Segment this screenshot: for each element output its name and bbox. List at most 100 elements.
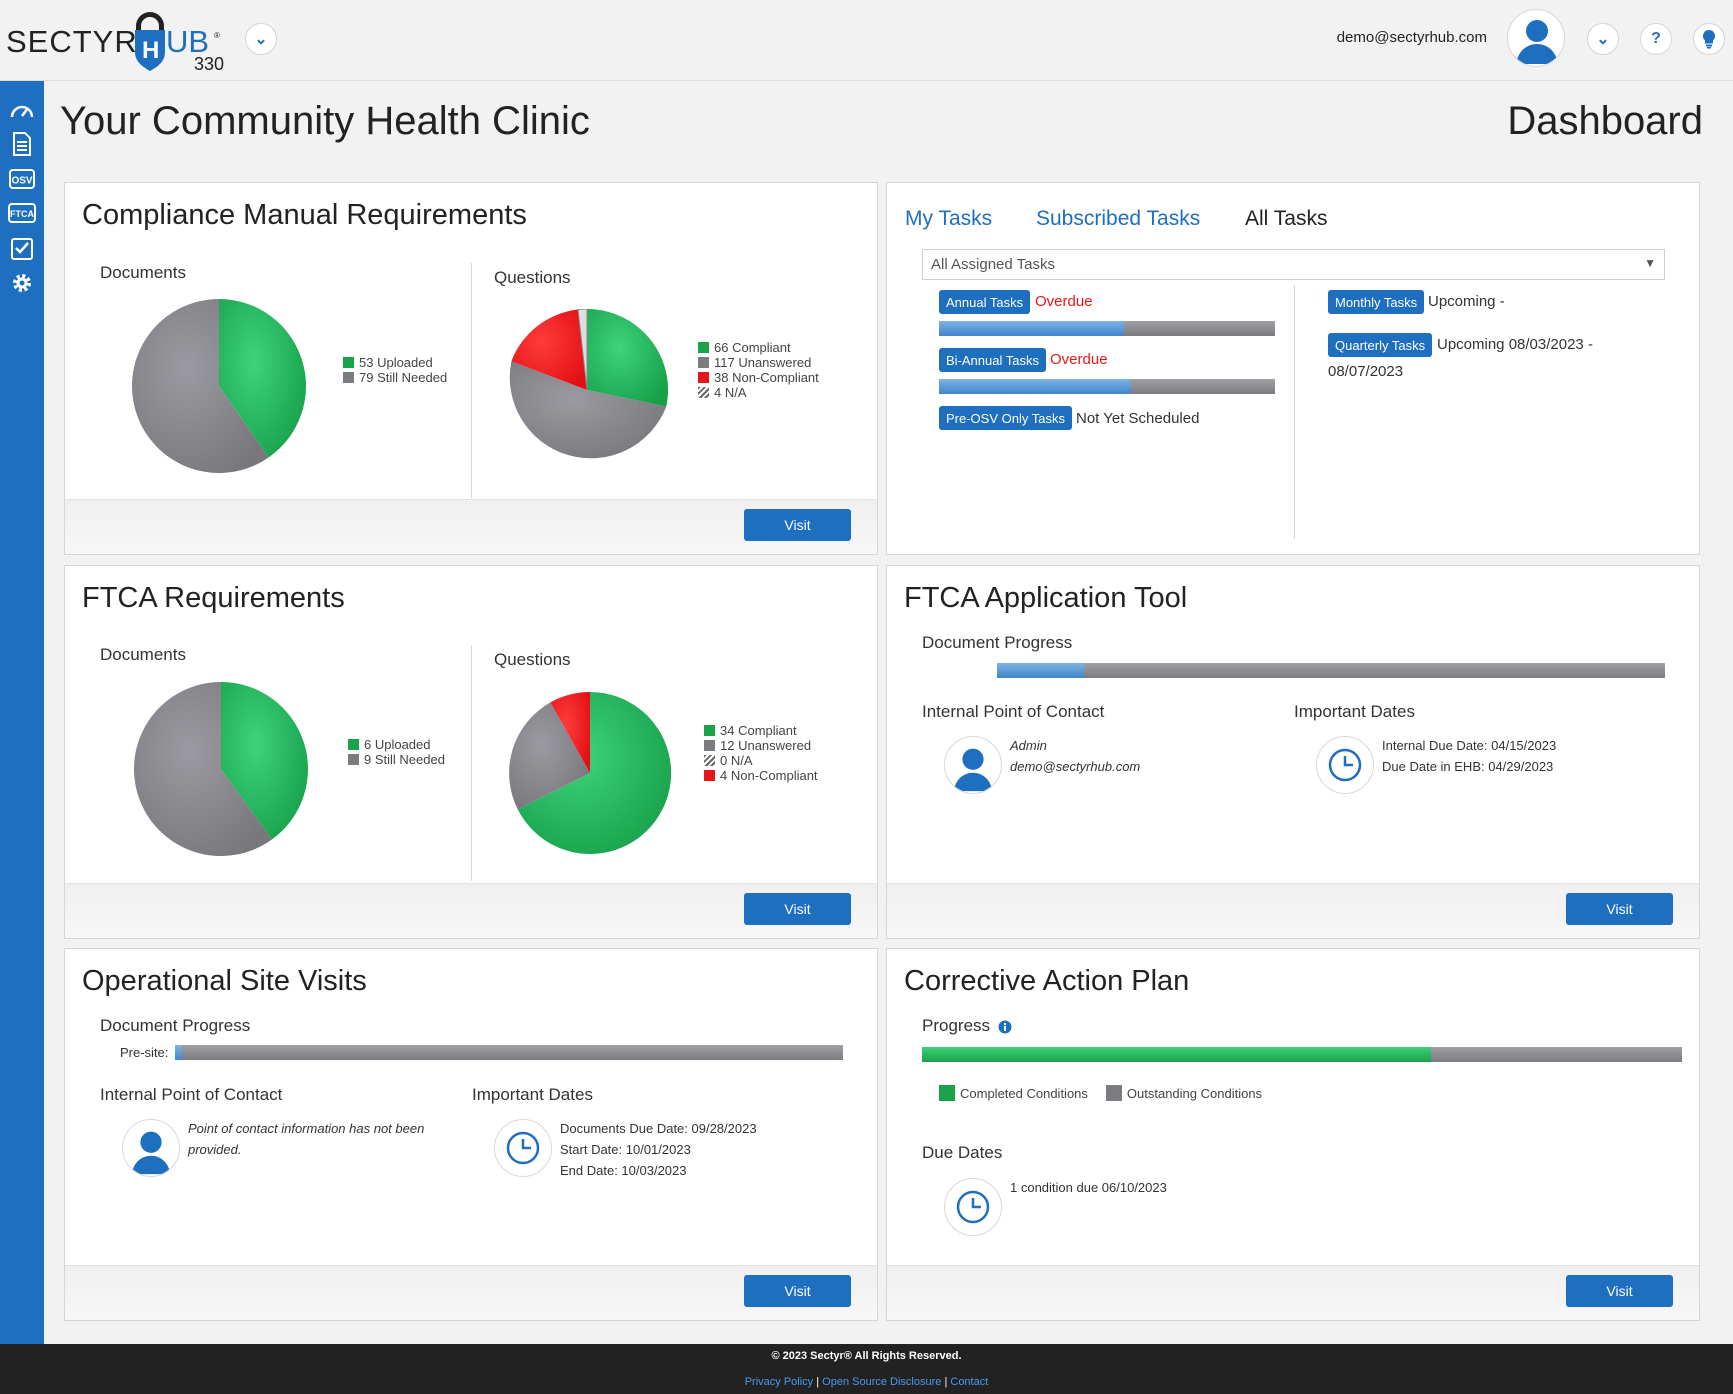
cap-legend: Completed Conditions Outstanding Conditi…	[939, 1085, 1262, 1101]
sidebar-item-documents[interactable]	[8, 131, 36, 157]
question-icon: ?	[1651, 30, 1661, 47]
panel-footer: Visit	[887, 883, 1699, 938]
sidebar-item-settings[interactable]	[8, 270, 36, 296]
pie-slice-uploaded[interactable]	[221, 682, 308, 840]
sidebar-item-ftca[interactable]: FTCA	[8, 200, 36, 226]
compliance-manual-panel: Compliance Manual Requirements Documents…	[64, 182, 878, 555]
annual-tasks-tag[interactable]: Annual Tasks	[939, 290, 1031, 314]
poc-label: Internal Point of Contact	[100, 1085, 283, 1104]
biannual-status: Overdue	[1050, 351, 1108, 368]
questions-pie-chart	[509, 692, 671, 854]
footer-links: Privacy Policy | Open Source Disclosure …	[744, 1376, 989, 1388]
divider	[471, 645, 472, 881]
document-icon	[13, 132, 31, 156]
legend-swatch	[704, 740, 715, 751]
visit-button[interactable]: Visit	[744, 893, 851, 925]
progress-fill	[939, 379, 1131, 394]
presite-progress-bar	[175, 1045, 843, 1060]
clock-icon	[956, 1190, 990, 1224]
documents-legend: 6 Uploaded 9 Still Needed	[348, 737, 445, 767]
tab-my-tasks[interactable]: My Tasks	[905, 207, 993, 230]
tips-button[interactable]	[1693, 23, 1725, 55]
legend-item: 6 Uploaded	[348, 737, 445, 752]
open-source-link[interactable]: Open Source Disclosure	[822, 1376, 942, 1388]
visit-button[interactable]: Visit	[1566, 1275, 1673, 1307]
pie-slice-uploaded[interactable]	[219, 299, 306, 458]
sidebar-item-dashboard[interactable]	[8, 97, 36, 123]
site-visits-panel: Operational Site Visits Document Progres…	[64, 948, 878, 1321]
preosv-tasks-tag[interactable]: Pre-OSV Only Tasks	[939, 406, 1072, 430]
presite-label: Pre-site:	[120, 1045, 169, 1060]
contact-name: Admin	[1010, 738, 1047, 753]
pie-slice-still-needed[interactable]	[134, 682, 273, 856]
visit-button[interactable]: Visit	[1566, 893, 1673, 925]
sidebar: OSV FTCA	[0, 81, 44, 1344]
legend-swatch	[704, 725, 715, 736]
tab-all-tasks[interactable]: All Tasks	[1245, 207, 1328, 230]
preosv-status: Not Yet Scheduled	[1076, 410, 1200, 427]
page-footer: © 2023 Sectyr® All Rights Reserved. Priv…	[0, 1344, 1733, 1394]
lightbulb-icon	[1702, 29, 1716, 49]
condition-due-text: 1 condition due 06/10/2023	[1010, 1180, 1167, 1195]
checklist-icon	[11, 238, 33, 260]
pie-slice-unanswered[interactable]	[509, 361, 667, 459]
pie-slice-na[interactable]	[577, 309, 588, 391]
user-icon	[131, 1131, 171, 1175]
help-button[interactable]: ?	[1640, 23, 1672, 55]
panel-title: FTCA Requirements	[82, 582, 345, 614]
questions-pie-chart	[509, 309, 668, 459]
legend-item: 0 N/A	[704, 753, 818, 768]
user-menu-button[interactable]: ⌄	[1587, 23, 1619, 55]
pie-slice-unanswered[interactable]	[509, 702, 590, 810]
dates-info: Internal Due Date: 04/15/2023 Due Date i…	[1382, 735, 1556, 777]
sidebar-item-osv[interactable]: OSV	[8, 166, 36, 192]
svg-text:H: H	[142, 37, 159, 64]
svg-text:SECTYR: SECTYR	[6, 24, 138, 59]
ftca-icon: FTCA	[8, 203, 36, 223]
document-progress-bar	[997, 663, 1665, 678]
contact-email: demo@sectyrhub.com	[1010, 759, 1141, 774]
task-filter-select[interactable]: All Assigned Tasks ▼	[922, 249, 1665, 280]
privacy-policy-link[interactable]: Privacy Policy	[744, 1376, 814, 1388]
visit-button[interactable]: Visit	[744, 509, 851, 541]
osv-icon: OSV	[9, 169, 35, 189]
ftca-requirements-panel: FTCA Requirements Documents Questions 6 …	[64, 565, 878, 939]
svg-text:®: ®	[214, 31, 220, 40]
user-email: demo@sectyrhub.com	[1336, 29, 1487, 46]
pie-slice-non-compliant[interactable]	[550, 692, 590, 773]
sidebar-item-tasks[interactable]	[8, 235, 36, 261]
docs-due-date: Documents Due Date: 09/28/2023	[560, 1121, 757, 1136]
biannual-tasks-tag[interactable]: Bi-Annual Tasks	[939, 348, 1046, 372]
panel-title: Corrective Action Plan	[904, 965, 1190, 997]
legend-item: 117 Unanswered	[698, 355, 819, 370]
tab-subscribed-tasks[interactable]: Subscribed Tasks	[1036, 207, 1201, 230]
questions-label: Questions	[494, 268, 571, 287]
sectyrhub-logo[interactable]: SECTYR H UB ® 330	[6, 8, 236, 74]
pie-slice-compliant[interactable]	[517, 692, 671, 854]
legend-item: 66 Compliant	[698, 340, 819, 355]
quarterly-status: Upcoming 08/03/2023 -	[1437, 336, 1593, 353]
info-icon[interactable]	[998, 1020, 1012, 1034]
due-clock	[944, 1178, 1002, 1236]
legend-item: Completed Conditions	[939, 1085, 1088, 1101]
documents-label: Documents	[100, 263, 186, 282]
panel-title: FTCA Application Tool	[904, 582, 1188, 614]
quarterly-end-date: 08/07/2023	[1328, 363, 1404, 380]
select-value: All Assigned Tasks	[931, 256, 1055, 273]
contact-link[interactable]: Contact	[950, 1376, 989, 1388]
visit-button[interactable]: Visit	[744, 1275, 851, 1307]
quarterly-tasks-tag[interactable]: Quarterly Tasks	[1328, 333, 1433, 357]
monthly-tasks-tag[interactable]: Monthly Tasks	[1328, 290, 1425, 314]
panel-title: Compliance Manual Requirements	[82, 199, 527, 231]
progress-label: Progress	[922, 1016, 991, 1035]
pie-slice-non-compliant[interactable]	[511, 309, 587, 391]
biannual-progress-bar	[939, 379, 1275, 394]
user-avatar[interactable]	[1507, 9, 1565, 67]
divider	[1294, 285, 1295, 539]
questions-legend: 66 Compliant 117 Unanswered 38 Non-Compl…	[698, 340, 819, 400]
dates-clock	[1316, 736, 1374, 794]
pie-slice-still-needed[interactable]	[132, 299, 269, 473]
org-dropdown-button[interactable]: ⌄	[245, 23, 277, 55]
legend-item: 38 Non-Compliant	[698, 370, 819, 385]
pie-slice-compliant[interactable]	[587, 309, 668, 407]
